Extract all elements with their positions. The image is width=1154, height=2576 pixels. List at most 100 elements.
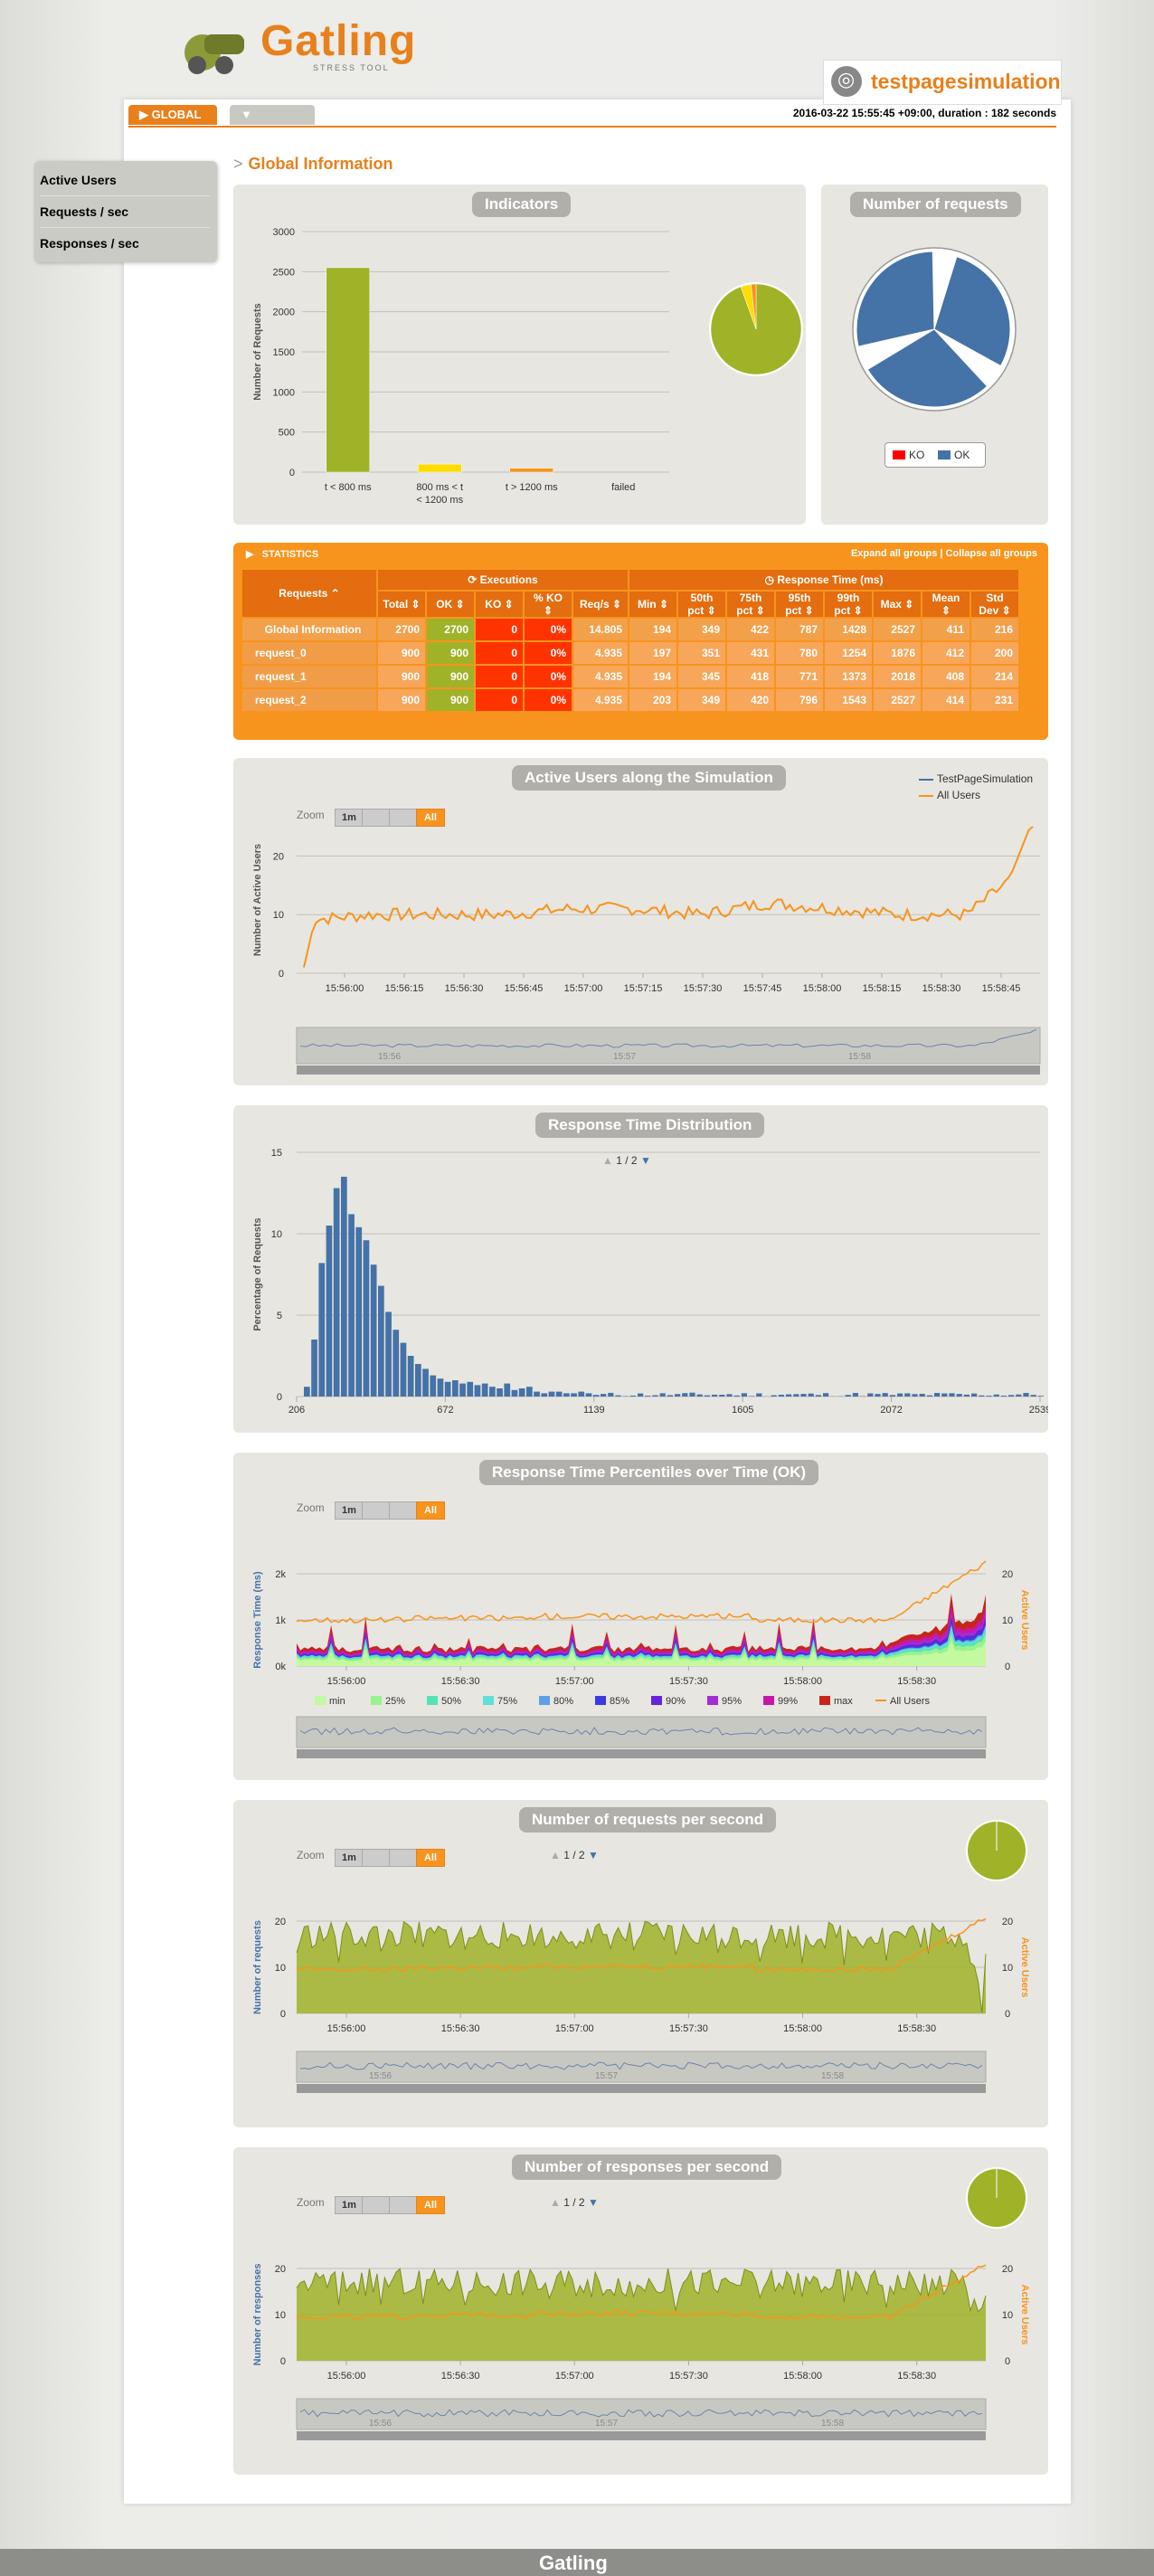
- x-tick-label: 15:56:00: [327, 2023, 366, 2034]
- tail-bar-37: [875, 1394, 881, 1397]
- page-title-text: Global Information: [248, 155, 393, 173]
- legend-label: 75%: [497, 1696, 517, 1707]
- tab-details[interactable]: ▼ DETAILS: [230, 105, 315, 141]
- x-tick-label: 15:58:30: [897, 1676, 936, 1687]
- col-header[interactable]: 50th pct ⇕: [678, 592, 725, 617]
- sidebar-item-active-users[interactable]: Active Users: [40, 165, 210, 196]
- pager-down-icon[interactable]: ▼: [639, 1154, 651, 1167]
- y2-tick-label: 0: [1005, 2009, 1010, 2020]
- col-header[interactable]: Mean ⇕: [922, 592, 970, 617]
- table-row[interactable]: request_0 900 900 0 0% 4.935 197 351 431 780 1254 1…: [242, 642, 1018, 664]
- sidebar-item-requests-sec[interactable]: Requests / sec: [40, 196, 210, 228]
- col-header[interactable]: 99th pct ⇕: [825, 592, 872, 617]
- tail-bar-56: [1016, 1394, 1022, 1397]
- y2-tick-label: 10: [1002, 1963, 1013, 1974]
- legend-ko[interactable]: KO: [909, 449, 925, 461]
- y-tick-label: 0k: [275, 1662, 286, 1672]
- tail-bar-45: [934, 1393, 941, 1397]
- table-cell: 411: [922, 619, 970, 640]
- col-header[interactable]: 95th pct ⇕: [776, 592, 823, 617]
- navigator-line: [299, 1727, 983, 1736]
- bar-0: [304, 1387, 310, 1397]
- y-tick-label: 10: [273, 910, 284, 921]
- rps-pager[interactable]: ▲ 1 / 2 ▼: [550, 1849, 599, 1861]
- expand-all-link[interactable]: Expand all groups: [850, 548, 938, 559]
- pager-up-icon[interactable]: ▲: [602, 1154, 613, 1167]
- col-requests[interactable]: Requests ⌃: [242, 570, 376, 617]
- bar-14: [407, 1356, 414, 1397]
- table-cell: 194: [629, 619, 676, 640]
- table-cell: 231: [971, 689, 1018, 711]
- bar-5: [341, 1177, 347, 1397]
- row-label[interactable]: request_1: [242, 666, 376, 687]
- bar-35: [563, 1393, 570, 1397]
- tail-bar-43: [919, 1393, 925, 1397]
- pager-down-icon[interactable]: ▼: [587, 1849, 599, 1861]
- x-tick-label: < 1200 ms: [416, 495, 463, 506]
- x-tick-label: 15:58:00: [783, 1676, 822, 1687]
- navigator-line: [299, 1028, 1037, 1048]
- sidebar-item-responses-sec[interactable]: Responses / sec: [40, 236, 139, 251]
- table-cell: 796: [776, 689, 823, 711]
- statistics-header[interactable]: ▶ STATISTICS: [246, 549, 319, 560]
- collapse-all-link[interactable]: Collapse all groups: [945, 548, 1037, 559]
- legend-all-users[interactable]: All Users: [919, 789, 980, 801]
- pager-text: 1 / 2: [616, 1154, 638, 1167]
- legend-testpagesimulation[interactable]: TestPageSimulation: [919, 772, 1033, 785]
- zoom-1m-button[interactable]: 1m: [335, 809, 364, 827]
- zoom-all-button[interactable]: All: [416, 809, 445, 827]
- table-cell: 420: [727, 689, 774, 711]
- zoom-all-button[interactable]: All: [416, 1501, 445, 1520]
- y-axis-label: Number of Active Users: [252, 844, 263, 956]
- bar-27: [504, 1383, 511, 1397]
- row-label[interactable]: request_2: [242, 689, 376, 711]
- indicators-chart: 0 500 1000 1500 2000 2500 3000 Number of Reques…: [252, 227, 803, 506]
- table-cell: 197: [629, 642, 676, 664]
- col-header[interactable]: KO ⇕: [476, 592, 523, 617]
- pager-down-icon[interactable]: ▼: [587, 2196, 599, 2209]
- pie-slice-request_0: [933, 256, 1011, 367]
- table-cell: 408: [922, 666, 970, 687]
- sidebar: Active Users Requests / sec Responses / …: [34, 161, 217, 262]
- zoom-1m-button[interactable]: 1m: [335, 2196, 364, 2214]
- row-label[interactable]: Global Information: [242, 619, 376, 640]
- table-row[interactable]: request_1 900 900 0 0% 4.935 194 345 418 771 1373 2…: [242, 666, 1018, 687]
- col-header[interactable]: Req/s ⇕: [573, 592, 628, 617]
- col-header[interactable]: 75th pct ⇕: [727, 592, 774, 617]
- col-header[interactable]: Min ⇕: [629, 592, 676, 617]
- pager-up-icon[interactable]: ▲: [550, 1849, 561, 1861]
- area-all-requests: [297, 1921, 986, 2013]
- group-response-time: ◷ Response Time (ms): [629, 570, 1018, 590]
- x-tick-label: t > 1200 ms: [506, 482, 558, 493]
- table-row[interactable]: request_2 900 900 0 0% 4.935 203 349 420 796 1543 2…: [242, 689, 1018, 711]
- rsps-pager[interactable]: ▲ 1 / 2 ▼: [550, 2196, 599, 2209]
- tail-bar-34: [852, 1393, 858, 1397]
- zoom-all-button[interactable]: All: [416, 2196, 445, 2214]
- legend-swatch: [427, 1696, 438, 1705]
- zoom-all-button[interactable]: All: [416, 1849, 445, 1867]
- col-header[interactable]: Max ⇕: [874, 592, 921, 617]
- table-row-global[interactable]: Global Information 2700 2700 0 0% 14.805 194 34…: [242, 619, 1018, 640]
- legend-label: 95%: [722, 1696, 742, 1707]
- x-tick-label: 15:58:30: [897, 2371, 936, 2382]
- col-header[interactable]: Total ⇕: [378, 592, 425, 617]
- row-label[interactable]: request_0: [242, 642, 376, 664]
- bar-0: [326, 267, 370, 473]
- y-tick-label: 5: [277, 1311, 282, 1321]
- bar-13: [400, 1342, 407, 1397]
- table-cell: 422: [727, 619, 774, 640]
- group-executions: ⟳ Executions: [378, 570, 628, 590]
- col-header[interactable]: % KO ⇕: [525, 592, 572, 617]
- col-header[interactable]: OK ⇕: [427, 592, 474, 617]
- tail-bar-53: [993, 1394, 999, 1397]
- distribution-pager[interactable]: ▲ 1 / 2 ▼: [602, 1154, 651, 1167]
- tail-bar-41: [904, 1393, 911, 1397]
- col-header[interactable]: Std Dev ⇕: [971, 592, 1018, 617]
- zoom-1m-button[interactable]: 1m: [335, 1849, 364, 1867]
- pager-up-icon[interactable]: ▲: [550, 2196, 561, 2209]
- legend-ko-swatch: [893, 450, 905, 459]
- x-tick-label: 15:58:45: [982, 983, 1021, 994]
- y-tick-label: 2k: [275, 1569, 286, 1580]
- tab-global[interactable]: ▶ GLOBAL: [128, 105, 217, 125]
- legend-ok[interactable]: OK: [954, 449, 970, 461]
